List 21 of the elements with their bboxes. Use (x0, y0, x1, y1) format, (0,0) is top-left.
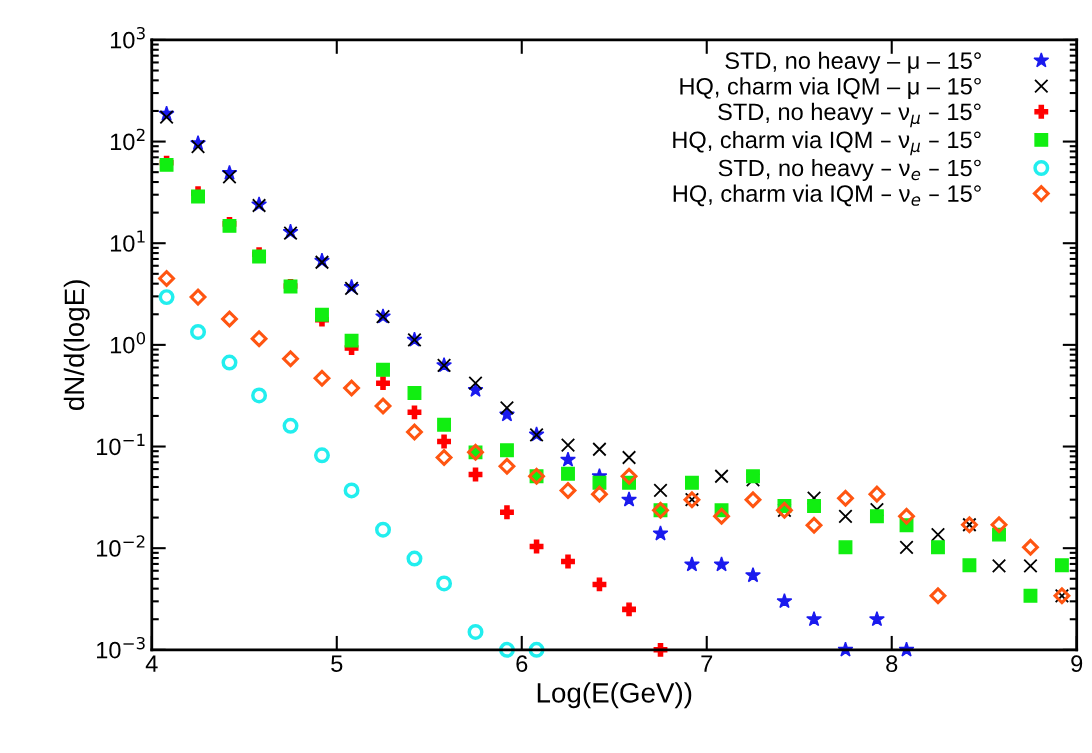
legend-label: STD, no heavy – ν$_{e}$ – 15° (718, 159, 981, 182)
x-tick-label: 9 (1071, 655, 1083, 673)
y-tick-label: 10$^{−3}$ (97, 636, 145, 659)
legend-label: HQ, charm via IQM – μ – 15° (680, 77, 981, 99)
x-tick-label: 6 (516, 655, 528, 673)
y-tick-label: 10$^{0}$ (110, 331, 146, 354)
legend-label: HQ, charm via IQM – ν$_{μ}$ – 15° (673, 130, 981, 156)
x-tick-label: 7 (701, 655, 713, 672)
x-tick-label: 8 (886, 655, 898, 673)
y-tick-label: 10$^{−1}$ (97, 433, 145, 456)
y-tick-label: 10$^{3}$ (110, 26, 145, 49)
x-tick-label: 5 (331, 655, 343, 673)
x-axis-title: Log(E(GeV)) (537, 682, 692, 709)
y-tick-label: 10$^{−2}$ (97, 535, 145, 557)
legend-label: STD, no heavy – μ – 15° (725, 51, 981, 74)
legend-label: STD, no heavy – ν$_{μ}$ – 15° (718, 102, 981, 128)
legend-label: HQ, charm via IQM – ν$_{e}$ – 15° (673, 184, 981, 207)
y-tick-label: 10$^{2}$ (110, 128, 145, 151)
y-axis-title: dN/d(logE) (63, 280, 90, 411)
y-tick-label: 10$^{1}$ (110, 230, 145, 252)
x-tick-label: 4 (145, 655, 158, 672)
